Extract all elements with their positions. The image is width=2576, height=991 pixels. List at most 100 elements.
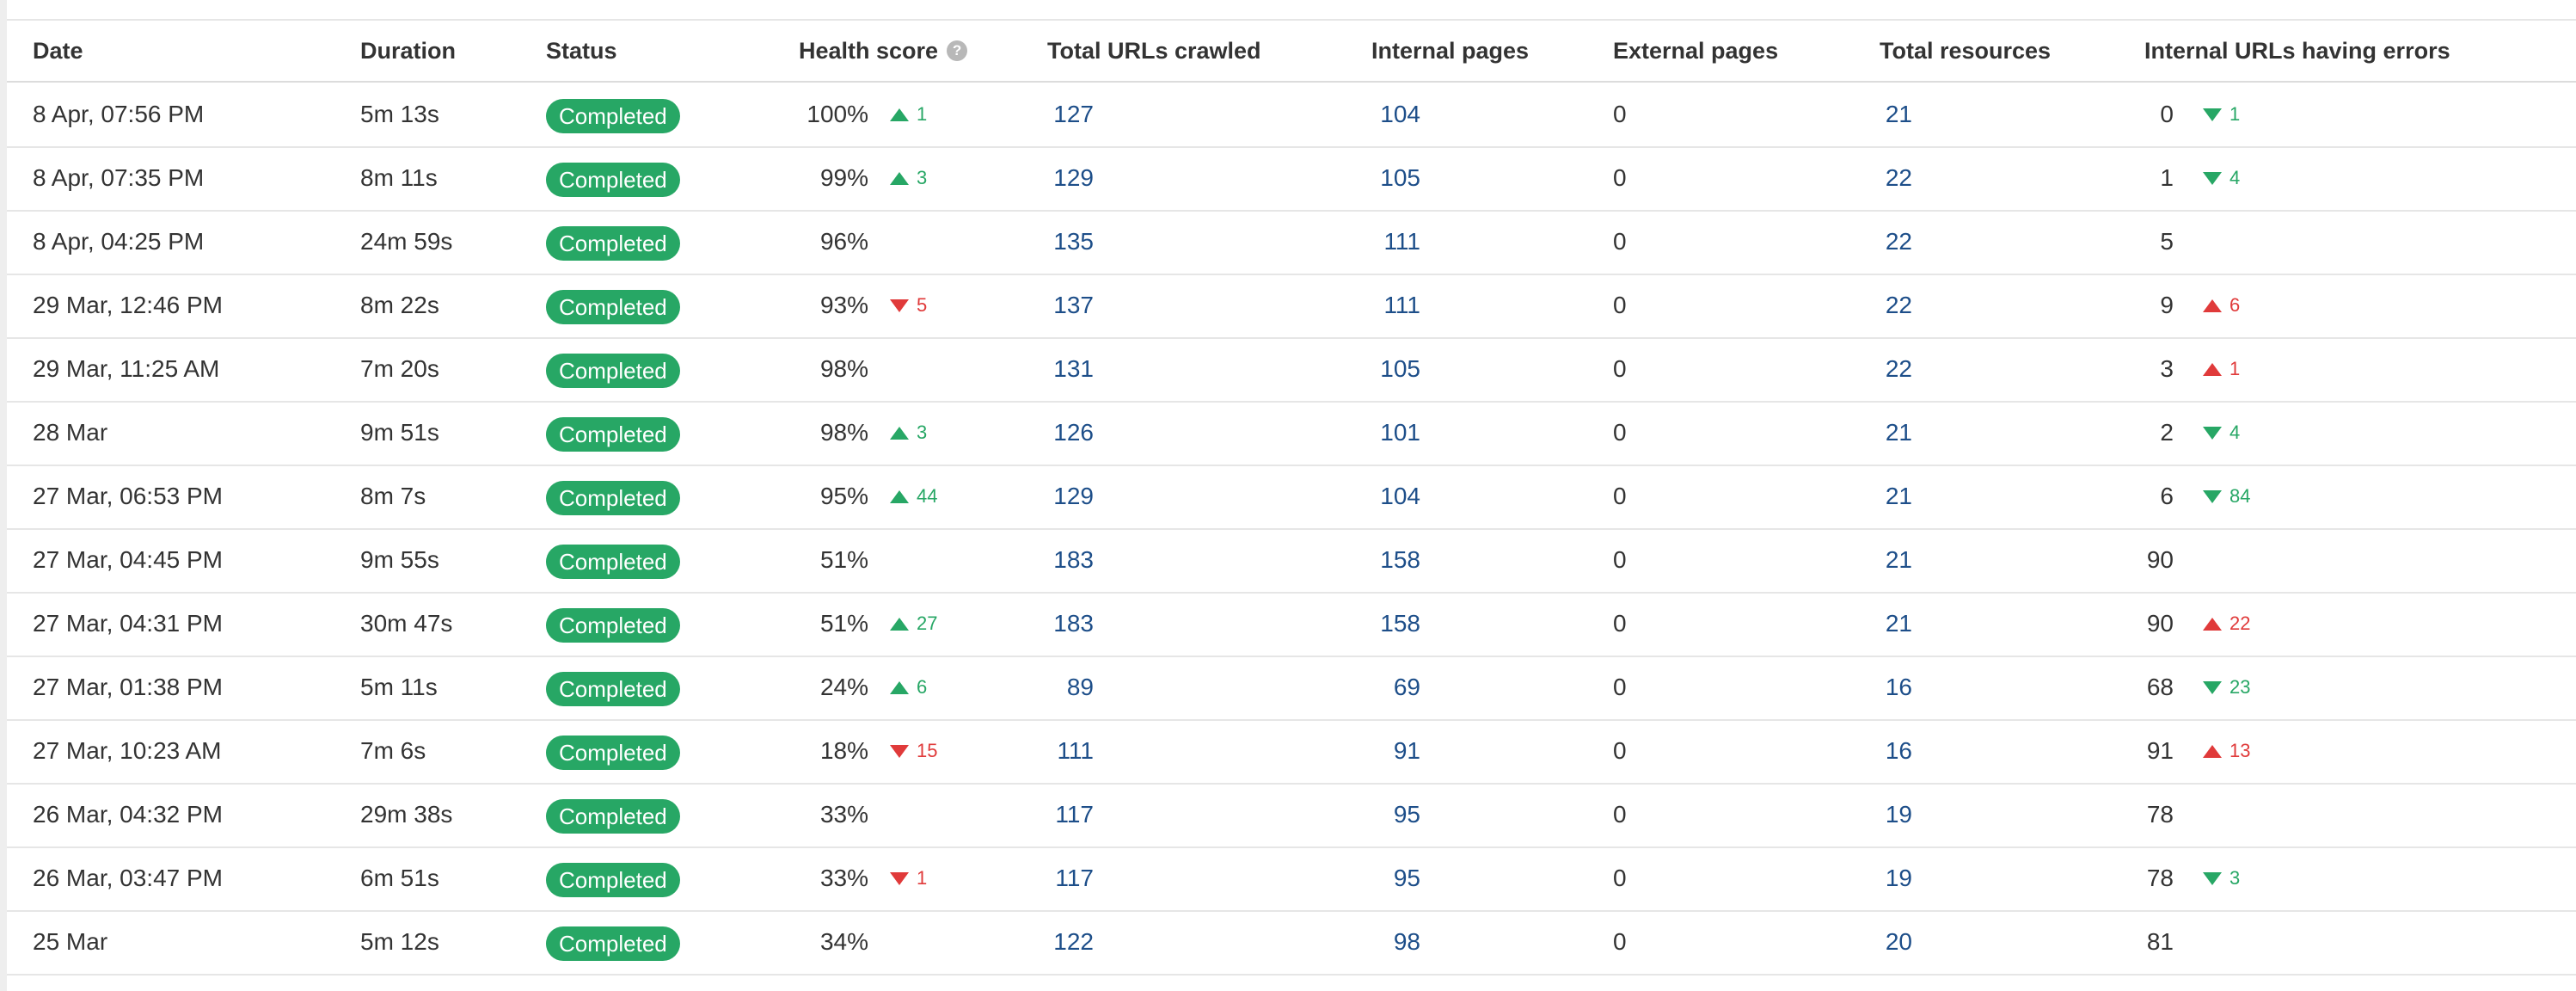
total-urls-link[interactable]: 117 (1055, 801, 1094, 828)
total-urls-link[interactable]: 129 (1053, 483, 1094, 509)
table-row[interactable]: 8 Apr, 07:56 PM 5m 13s Completed 100% 1 127 10… (7, 83, 2576, 148)
total-resources-link[interactable]: 21 (1885, 419, 1912, 446)
total-resources-link[interactable]: 21 (1885, 483, 1912, 509)
cell-health-value: 18% (781, 719, 868, 783)
header-status[interactable]: Status (546, 21, 617, 81)
total-urls-link[interactable]: 89 (1066, 674, 1094, 700)
total-urls-link[interactable]: 111 (1057, 737, 1094, 764)
total-urls-link[interactable]: 131 (1053, 355, 1094, 382)
cell-internal-errors: 5 (2131, 210, 2174, 274)
table-row[interactable]: 27 Mar, 04:45 PM 9m 55s Completed 51% 183 158… (7, 528, 2576, 594)
table-row[interactable]: 8 Apr, 07:35 PM 8m 11s Completed 99% 3 129 105… (7, 146, 2576, 212)
header-internal-errors-label: Internal URLs having errors (2144, 37, 2450, 64)
table-row[interactable]: 27 Mar, 04:31 PM 30m 47s Completed 51% 27 183… (7, 592, 2576, 657)
total-resources-link[interactable]: 22 (1885, 164, 1912, 191)
header-date-label: Date (33, 37, 83, 64)
table-row[interactable]: 27 Mar, 01:38 PM 5m 11s Completed 24% 6 89 69 0… (7, 656, 2576, 721)
table-row[interactable]: 27 Mar, 10:23 AM 7m 6s Completed 18% 15 111 91… (7, 719, 2576, 785)
internal-pages-link[interactable]: 111 (1383, 228, 1420, 255)
internal-errors-text: 81 (2146, 928, 2174, 955)
header-date[interactable]: Date (33, 21, 83, 81)
top-border (7, 19, 2576, 21)
total-urls-link[interactable]: 137 (1053, 292, 1094, 318)
total-urls-link[interactable]: 126 (1053, 419, 1094, 446)
status-badge: Completed (546, 545, 680, 579)
cell-total-resources: 22 (1873, 146, 1912, 210)
cell-internal-pages: 105 (1348, 337, 1420, 401)
cell-errors-delta: 3 (2203, 846, 2240, 910)
triangle-down-icon (2203, 108, 2222, 121)
table-row[interactable]: 27 Mar, 06:53 PM 8m 7s Completed 95% 44 129 10… (7, 465, 2576, 530)
total-urls-link[interactable]: 122 (1053, 928, 1094, 955)
total-resources-link[interactable]: 22 (1885, 355, 1912, 382)
header-total-urls[interactable]: Total URLs crawled (1047, 21, 1261, 81)
internal-pages-link[interactable]: 105 (1380, 355, 1420, 382)
cell-external-pages: 0 (1613, 528, 1627, 592)
total-resources-link[interactable]: 21 (1885, 546, 1912, 573)
total-resources-link[interactable]: 20 (1885, 928, 1912, 955)
header-duration-label: Duration (360, 37, 456, 64)
table-row[interactable]: 25 Mar 5m 12s Completed 34% 122 98 0 20 81 (7, 910, 2576, 976)
change-indicator: 3 (890, 422, 927, 444)
table-row[interactable]: 28 Mar 9m 51s Completed 98% 3 126 101 0 21 2 4 (7, 401, 2576, 466)
cell-internal-pages: 91 (1348, 719, 1420, 783)
total-urls-link[interactable]: 183 (1053, 610, 1094, 637)
header-total-resources[interactable]: Total resources (1880, 21, 2051, 81)
triangle-up-icon (890, 680, 909, 694)
cell-total-urls: 183 (1021, 528, 1094, 592)
total-resources-link[interactable]: 16 (1885, 737, 1912, 764)
internal-pages-link[interactable]: 104 (1380, 483, 1420, 509)
table-row[interactable]: 26 Mar, 04:32 PM 29m 38s Completed 33% 117 95… (7, 783, 2576, 848)
internal-pages-link[interactable]: 111 (1383, 292, 1420, 318)
total-urls-link[interactable]: 117 (1055, 865, 1094, 891)
total-resources-link[interactable]: 16 (1885, 674, 1912, 700)
internal-pages-link[interactable]: 95 (1393, 801, 1420, 828)
table-row[interactable]: 8 Apr, 04:25 PM 24m 59s Completed 96% 135 111… (7, 210, 2576, 275)
table-row[interactable]: 29 Mar, 11:25 AM 7m 20s Completed 98% 131 105… (7, 337, 2576, 403)
change-indicator: 15 (890, 740, 937, 762)
total-resources-link[interactable]: 19 (1885, 865, 1912, 891)
cell-status: Completed (546, 210, 680, 274)
total-urls-link[interactable]: 135 (1053, 228, 1094, 255)
total-resources-link[interactable]: 19 (1885, 801, 1912, 828)
internal-pages-link[interactable]: 101 (1380, 419, 1420, 446)
total-resources-link[interactable]: 21 (1885, 610, 1912, 637)
cell-health-value: 98% (781, 337, 868, 401)
help-icon[interactable]: ? (947, 40, 968, 61)
internal-pages-link[interactable]: 95 (1393, 865, 1420, 891)
status-badge: Completed (546, 672, 680, 706)
internal-pages-link[interactable]: 69 (1393, 674, 1420, 700)
header-internal-pages[interactable]: Internal pages (1371, 21, 1529, 81)
header-duration[interactable]: Duration (360, 21, 456, 81)
internal-pages-link[interactable]: 158 (1380, 610, 1420, 637)
total-urls-link[interactable]: 183 (1053, 546, 1094, 573)
header-external-pages[interactable]: External pages (1613, 21, 1778, 81)
health-score-text: 100% (807, 101, 868, 127)
date-text: 28 Mar (33, 419, 108, 446)
header-internal-errors[interactable]: Internal URLs having errors (2144, 21, 2450, 81)
internal-pages-link[interactable]: 158 (1380, 546, 1420, 573)
cell-internal-pages: 111 (1348, 274, 1420, 337)
total-urls-link[interactable]: 127 (1053, 101, 1094, 127)
status-badge: Completed (546, 163, 680, 197)
change-indicator: 1 (2203, 358, 2240, 380)
total-resources-link[interactable]: 22 (1885, 228, 1912, 255)
internal-pages-link[interactable]: 105 (1380, 164, 1420, 191)
header-health-score[interactable]: Health score ? (799, 21, 968, 81)
change-value: 23 (2229, 676, 2251, 698)
cell-date: 8 Apr, 07:56 PM (33, 83, 204, 146)
external-pages-text: 0 (1613, 292, 1627, 318)
external-pages-text: 0 (1613, 483, 1627, 509)
internal-pages-link[interactable]: 104 (1380, 101, 1420, 127)
cell-errors-delta: 4 (2203, 401, 2240, 465)
total-urls-link[interactable]: 129 (1053, 164, 1094, 191)
triangle-down-icon (2203, 680, 2222, 694)
total-resources-link[interactable]: 21 (1885, 101, 1912, 127)
internal-errors-text: 6 (2160, 483, 2174, 509)
table-row[interactable]: 26 Mar, 03:47 PM 6m 51s Completed 33% 1 117 95… (7, 846, 2576, 912)
internal-pages-link[interactable]: 91 (1393, 737, 1420, 764)
total-resources-link[interactable]: 22 (1885, 292, 1912, 318)
cell-internal-errors: 0 (2131, 83, 2174, 146)
table-row[interactable]: 29 Mar, 12:46 PM 8m 22s Completed 93% 5 137 11… (7, 274, 2576, 339)
internal-pages-link[interactable]: 98 (1393, 928, 1420, 955)
